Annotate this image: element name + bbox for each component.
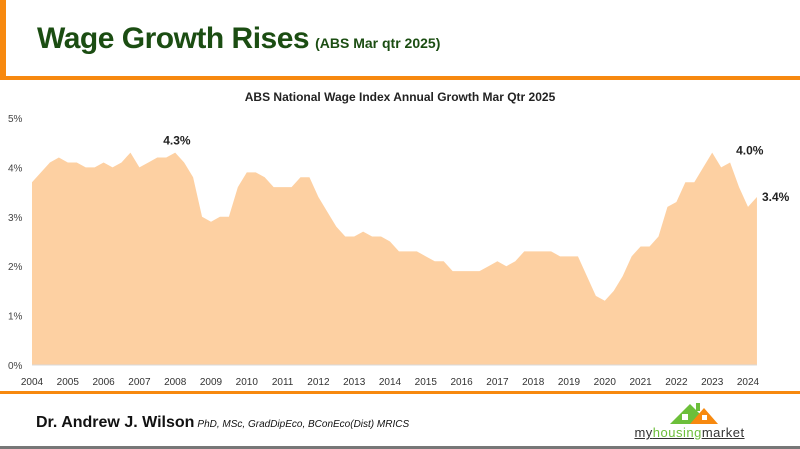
area-series xyxy=(32,152,757,365)
logo-market: market xyxy=(701,425,745,440)
x-tick-label: 2023 xyxy=(701,377,724,388)
x-tick-label: 2022 xyxy=(665,377,688,388)
y-tick-label: 1% xyxy=(8,312,23,323)
x-tick-label: 2014 xyxy=(379,377,402,388)
x-tick-label: 2006 xyxy=(92,377,115,388)
x-tick-label: 2024 xyxy=(737,377,760,388)
x-tick-label: 2012 xyxy=(307,377,330,388)
author-text: Dr. Andrew J. Wilson xyxy=(36,414,195,431)
data-label: 4.0% xyxy=(736,143,764,157)
y-tick-label: 5% xyxy=(8,114,23,125)
house-icon xyxy=(670,403,718,424)
x-tick-label: 2016 xyxy=(450,377,473,388)
bottom-border xyxy=(0,446,800,449)
logo-text: myhousingmarket xyxy=(612,425,767,440)
x-tick-label: 2008 xyxy=(164,377,187,388)
myhousingmarket-logo: myhousingmarket xyxy=(612,400,767,440)
y-tick-label: 3% xyxy=(8,213,23,224)
x-tick-label: 2011 xyxy=(272,377,294,388)
y-tick-label: 2% xyxy=(8,262,23,273)
x-tick-label: 2015 xyxy=(415,377,438,388)
x-tick-label: 2020 xyxy=(594,377,617,388)
x-tick-label: 2005 xyxy=(57,377,80,388)
x-tick-label: 2021 xyxy=(629,377,652,388)
x-tick-label: 2007 xyxy=(128,377,151,388)
y-tick-label: 0% xyxy=(8,361,23,372)
x-tick-label: 2013 xyxy=(343,377,366,388)
author-credentials: PhD, MSc, GradDipEco, BConEco(Dist) MRIC… xyxy=(197,419,410,430)
x-tick-label: 2018 xyxy=(522,377,545,388)
x-tick-label: 2017 xyxy=(486,377,509,388)
data-label: 4.3% xyxy=(163,134,191,148)
accent-bar-left xyxy=(0,0,6,80)
author-name: Dr. Andrew J. Wilson PhD, MSc, GradDipEco… xyxy=(36,414,409,432)
accent-bar-header xyxy=(0,76,800,80)
page-title: Wage Growth Rises (ABS Mar qtr 2025) xyxy=(37,22,440,56)
accent-bar-footer xyxy=(0,391,800,394)
x-tick-label: 2019 xyxy=(558,377,581,388)
page-subtitle: (ABS Mar qtr 2025) xyxy=(315,35,441,51)
chart-title: ABS National Wage Index Annual Growth Ma… xyxy=(244,90,556,104)
x-tick-label: 2010 xyxy=(236,377,259,388)
data-label: 3.4% xyxy=(762,190,790,204)
logo-housing: housing xyxy=(652,425,702,440)
y-tick-label: 4% xyxy=(8,163,23,174)
x-tick-label: 2004 xyxy=(21,377,44,388)
logo-my: my xyxy=(634,425,653,440)
title-text: Wage Growth Rises xyxy=(37,22,310,55)
x-tick-label: 2009 xyxy=(200,377,223,388)
